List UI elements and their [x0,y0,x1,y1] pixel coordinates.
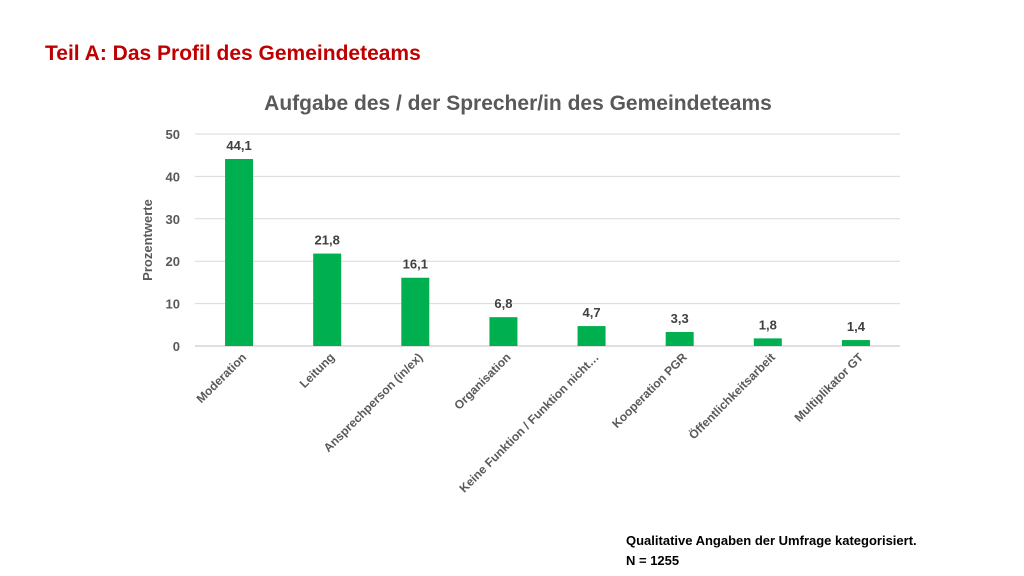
footnote: Qualitative Angaben der Umfrage kategori… [626,531,917,571]
bar [401,277,430,346]
bar [225,159,254,346]
y-tick-label: 0 [173,339,180,354]
bar [841,340,870,346]
y-tick-label: 30 [166,212,180,227]
data-label: 44,1 [226,138,251,153]
y-tick-label: 40 [166,169,180,184]
data-label: 21,8 [315,233,340,248]
data-label: 1,4 [847,319,866,334]
x-tick-label: Öffentlichkeitsarbeit [685,350,778,443]
slide-title: Teil A: Das Profil des Gemeindeteams [45,42,421,65]
bar [665,332,694,346]
x-tick-label: Kooperation PGR [609,350,690,431]
bars [225,159,870,346]
gridlines [195,133,900,347]
x-tick-label: Leitung [297,350,338,391]
footnote-line-2: N = 1255 [626,553,680,568]
data-label: 16,1 [403,257,428,272]
x-tick-label: Moderation [194,350,250,406]
x-tick-label: Multiplikator GT [792,350,867,425]
data-label: 6,8 [494,296,512,311]
bar [753,338,782,346]
bar [313,253,342,346]
bar [489,317,518,346]
data-labels: 44,1 21,8 16,1 6,8 4,7 3,3 1,8 1,4 [226,138,865,334]
y-axis-ticks: 0 10 20 30 40 50 [166,127,180,354]
y-axis-label: Prozentwerte [140,199,155,281]
x-tick-label: Organisation [451,350,513,412]
data-label: 4,7 [583,305,601,320]
data-label: 3,3 [671,311,689,326]
y-tick-label: 10 [166,297,180,312]
x-tick-label: Keine Funktion / Funktion nicht… [456,350,601,495]
bar [577,326,606,346]
footnote-line-1: Qualitative Angaben der Umfrage kategori… [626,533,917,548]
x-tick-label: Ansprechperson (in/ex) [321,350,426,455]
chart-title: Aufgabe des / der Sprecher/in des Gemein… [264,92,772,115]
data-label: 1,8 [759,317,777,332]
y-tick-label: 50 [166,127,180,142]
y-tick-label: 20 [166,254,180,269]
